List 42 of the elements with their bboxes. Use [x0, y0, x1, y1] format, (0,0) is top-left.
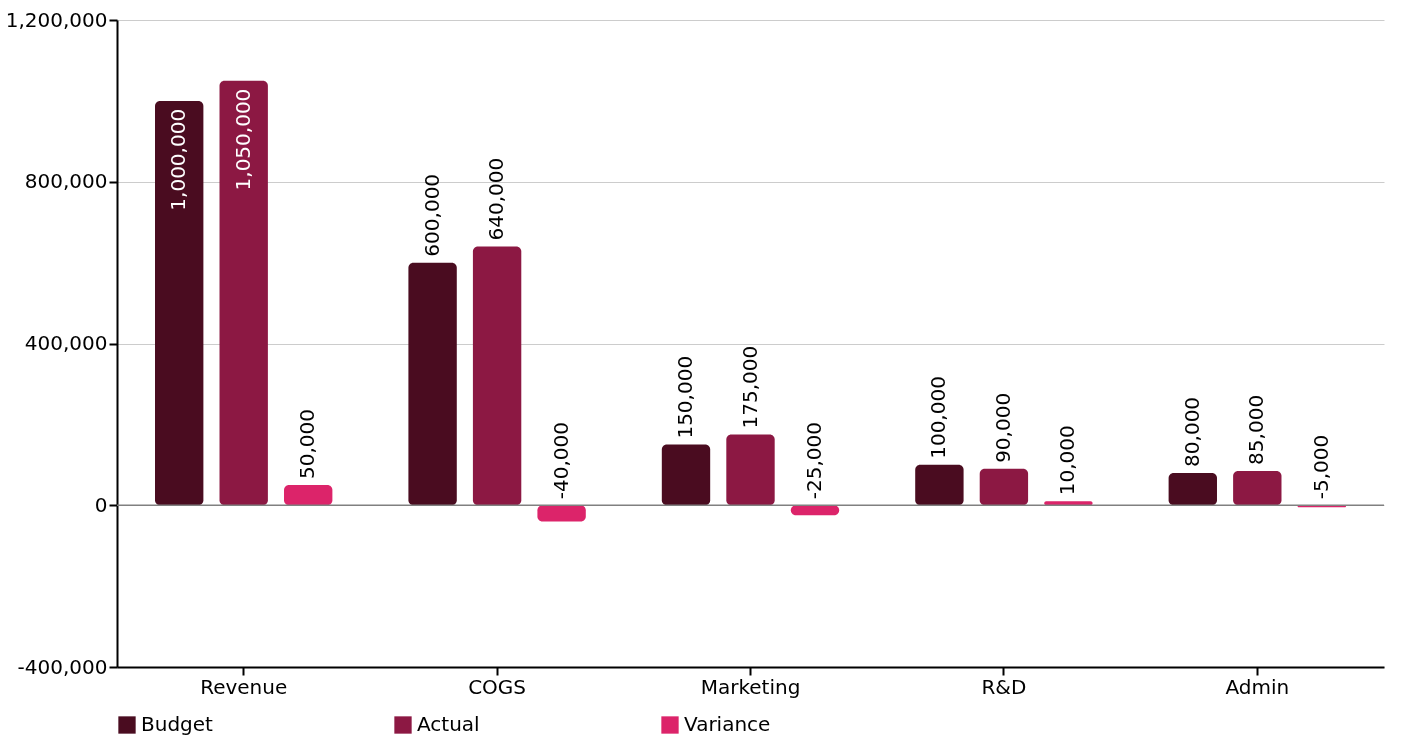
data-label: 150,000	[673, 355, 697, 439]
y-tick-label: 1,200,000	[5, 7, 108, 32]
x-tick-label: COGS	[468, 674, 527, 699]
data-label: 80,000	[1179, 396, 1204, 467]
bar	[284, 485, 333, 506]
data-label: -40,000	[548, 422, 573, 500]
data-label: 640,000	[484, 157, 509, 241]
bar	[1168, 472, 1217, 506]
legend-label: Budget	[141, 712, 214, 736]
data-label: 600,000	[419, 173, 444, 257]
bar	[661, 444, 711, 506]
legend-label: Variance	[684, 712, 771, 736]
data-label: 85,000	[1244, 394, 1269, 465]
bar	[790, 505, 840, 516]
bar	[1233, 470, 1282, 506]
x-tick-label: Marketing	[700, 674, 801, 699]
data-label: 1,050,000	[230, 88, 255, 191]
bar	[726, 434, 775, 506]
data-label: -5,000	[1308, 434, 1333, 500]
x-tick-label: Revenue	[200, 674, 288, 699]
bar	[979, 468, 1029, 506]
data-label: 90,000	[990, 392, 1015, 463]
y-tick-label: 400,000	[24, 331, 108, 355]
x-tick-label: Admin	[1225, 674, 1290, 699]
bar	[219, 80, 268, 506]
bar	[408, 262, 457, 506]
data-label: 1,000,000	[166, 108, 191, 211]
bar	[155, 100, 204, 506]
bar	[472, 246, 522, 506]
data-label: 10,000	[1055, 425, 1080, 496]
x-tick-label: R&D	[981, 674, 1027, 699]
bar	[1044, 501, 1093, 506]
y-tick-label: -400,000	[17, 654, 108, 679]
bar	[915, 464, 964, 506]
legend-label: Actual	[417, 712, 480, 736]
y-tick-label: 800,000	[24, 169, 108, 194]
data-label: 175,000	[737, 345, 762, 429]
data-label: 50,000	[295, 409, 320, 480]
data-label: 100,000	[926, 376, 951, 459]
y-tick-label: 0	[94, 492, 108, 517]
bar	[537, 505, 586, 522]
data-label: -25,000	[802, 422, 826, 500]
